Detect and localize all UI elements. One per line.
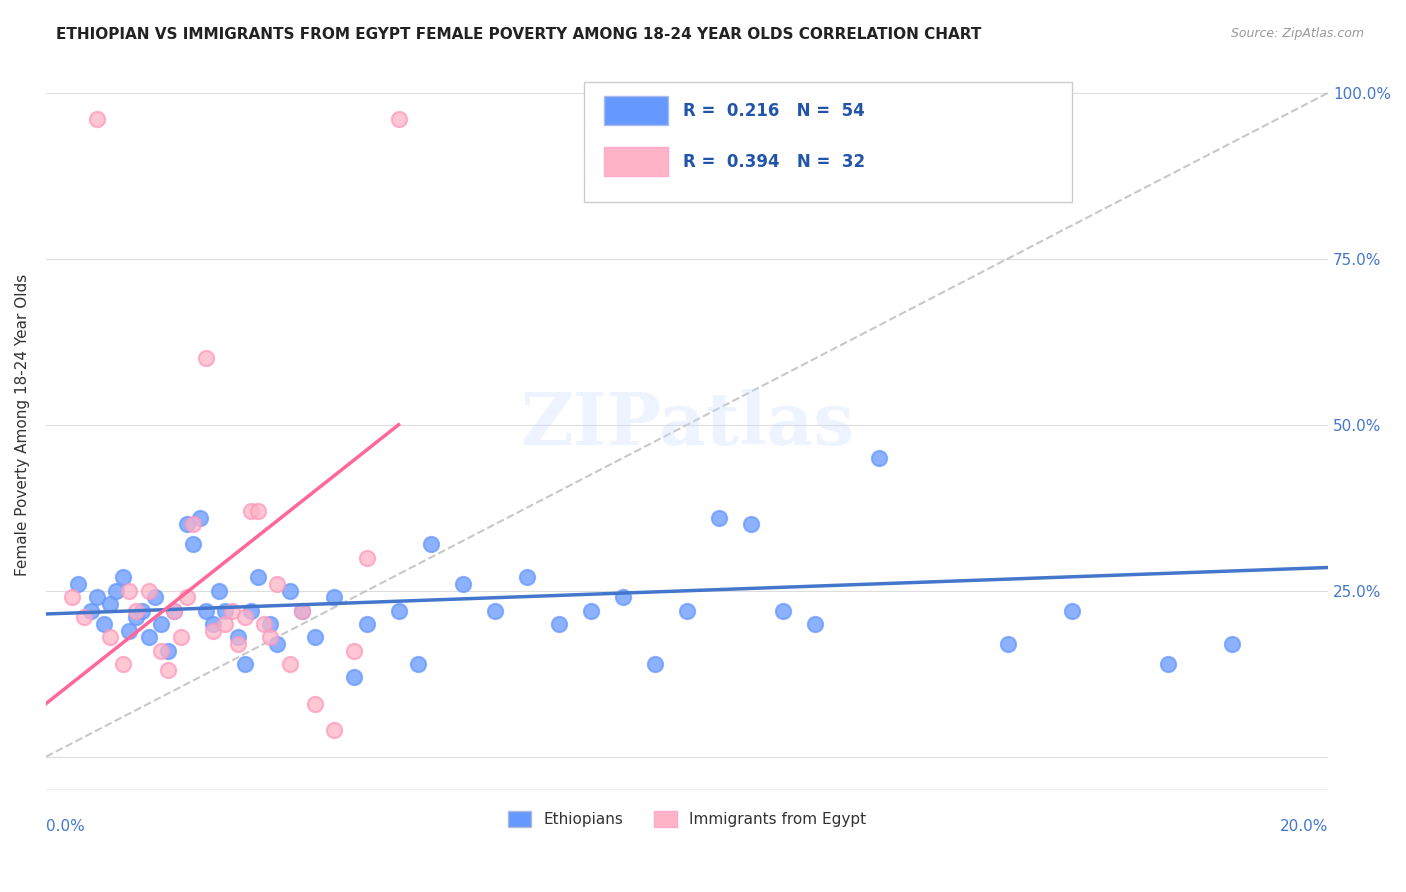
Point [188, 510, 211, 524]
Point [387, 112, 409, 127]
Point [214, 604, 236, 618]
Point [612, 591, 634, 605]
Point [86, 591, 108, 605]
Point [323, 591, 346, 605]
Point [246, 504, 269, 518]
Point [343, 643, 366, 657]
Point [1060, 604, 1083, 618]
Point [150, 616, 173, 631]
Point [118, 583, 141, 598]
Y-axis label: Female Poverty Among 18-24 Year Olds: Female Poverty Among 18-24 Year Olds [15, 274, 30, 576]
Point [195, 604, 218, 618]
FancyBboxPatch shape [603, 96, 668, 126]
Point [547, 616, 569, 631]
Point [226, 637, 249, 651]
FancyBboxPatch shape [603, 147, 668, 177]
Point [356, 616, 378, 631]
Point [1220, 637, 1243, 651]
Point [163, 604, 186, 618]
Point [138, 583, 160, 598]
Point [1157, 657, 1180, 671]
Point [278, 583, 301, 598]
Point [93, 616, 115, 631]
Point [125, 604, 148, 618]
Point [73, 610, 96, 624]
Point [195, 351, 218, 366]
Text: R =  0.216   N =  54: R = 0.216 N = 54 [683, 102, 865, 120]
Point [214, 616, 236, 631]
Text: 0.0%: 0.0% [46, 819, 84, 834]
Point [387, 604, 409, 618]
Point [105, 583, 128, 598]
Text: ETHIOPIAN VS IMMIGRANTS FROM EGYPT FEMALE POVERTY AMONG 18-24 YEAR OLDS CORRELAT: ETHIOPIAN VS IMMIGRANTS FROM EGYPT FEMAL… [56, 27, 981, 42]
Point [304, 630, 326, 644]
Point [419, 537, 441, 551]
Point [176, 591, 198, 605]
Point [163, 604, 186, 618]
Point [804, 616, 827, 631]
Point [156, 664, 179, 678]
Legend: Ethiopians, Immigrants from Egypt: Ethiopians, Immigrants from Egypt [502, 805, 872, 833]
Point [169, 630, 191, 644]
Point [579, 604, 602, 618]
Point [278, 657, 301, 671]
Point [233, 657, 256, 671]
Point [201, 616, 224, 631]
Point [343, 670, 366, 684]
Point [86, 112, 108, 127]
Point [118, 624, 141, 638]
Point [707, 510, 730, 524]
Point [176, 517, 198, 532]
Point [516, 570, 538, 584]
FancyBboxPatch shape [585, 81, 1071, 202]
Point [240, 504, 263, 518]
Point [156, 643, 179, 657]
Point [138, 630, 160, 644]
Point [150, 643, 173, 657]
Point [143, 591, 166, 605]
Point [125, 610, 148, 624]
Point [291, 604, 314, 618]
Point [323, 723, 346, 738]
Point [484, 604, 506, 618]
Point [676, 604, 699, 618]
Point [240, 604, 263, 618]
Point [80, 604, 103, 618]
Point [304, 697, 326, 711]
Point [266, 577, 288, 591]
Point [356, 550, 378, 565]
Point [98, 597, 121, 611]
Point [451, 577, 474, 591]
Text: ZIPatlas: ZIPatlas [520, 389, 853, 460]
Point [221, 604, 243, 618]
Point [253, 616, 276, 631]
Point [208, 583, 231, 598]
Point [111, 570, 134, 584]
Point [233, 610, 256, 624]
Point [183, 537, 205, 551]
Point [60, 591, 83, 605]
Point [997, 637, 1019, 651]
Point [259, 616, 281, 631]
Point [740, 517, 762, 532]
Point [266, 637, 288, 651]
Point [868, 450, 890, 465]
Point [183, 517, 205, 532]
Text: 20.0%: 20.0% [1279, 819, 1329, 834]
Point [226, 630, 249, 644]
Point [259, 630, 281, 644]
Point [111, 657, 134, 671]
Point [66, 577, 89, 591]
Text: R =  0.394   N =  32: R = 0.394 N = 32 [683, 153, 865, 171]
Point [98, 630, 121, 644]
Text: Source: ZipAtlas.com: Source: ZipAtlas.com [1230, 27, 1364, 40]
Point [406, 657, 429, 671]
Point [201, 624, 224, 638]
Point [772, 604, 794, 618]
Point [644, 657, 666, 671]
Point [131, 604, 153, 618]
Point [291, 604, 314, 618]
Point [246, 570, 269, 584]
